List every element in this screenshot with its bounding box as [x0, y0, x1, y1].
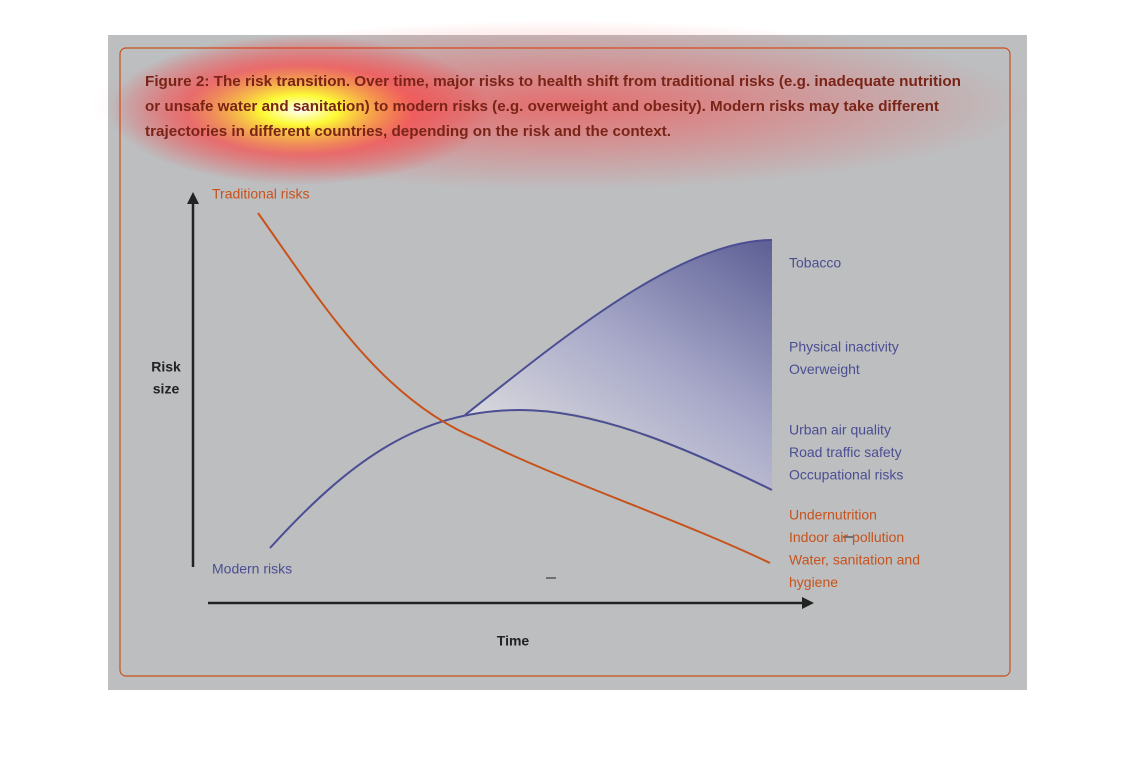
modern-wedge: [465, 240, 772, 490]
modern-risk-label: Physical inactivity: [789, 339, 899, 355]
modern-risk-label: Tobacco: [789, 255, 841, 271]
x-axis-label: Time: [497, 633, 530, 649]
heatmap: [110, 35, 490, 185]
modern-label: Modern risks: [212, 561, 292, 577]
traditional-risk-label: Indoor air pollution: [789, 529, 904, 545]
traditional-risk-label: hygiene: [789, 574, 838, 590]
modern-upper-curve: [464, 239, 773, 416]
modern-risk-label: Road traffic safety: [789, 444, 902, 460]
caption-line: Figure 2: The risk transition. Over time…: [145, 73, 961, 90]
modern-risk-label: Urban air quality: [789, 422, 891, 438]
traditional-label: Traditional risks: [212, 186, 310, 202]
y-axis-label: size: [153, 381, 180, 397]
traditional-risk-label: Water, sanitation and: [789, 552, 920, 568]
traditional-risk-label: Undernutrition: [789, 507, 877, 523]
modern-risk-label: Occupational risks: [789, 467, 903, 483]
x-arrow: [802, 597, 814, 609]
caption-line: trajectories in different countries, dep…: [145, 123, 671, 140]
traditional-curve: [257, 212, 771, 564]
y-axis-label: Risk: [151, 359, 181, 375]
modern-curve: [269, 408, 773, 549]
caption-line: or unsafe water and sanitation) to moder…: [145, 98, 939, 115]
y-arrow: [187, 192, 199, 204]
modern-risk-label: Overweight: [789, 361, 860, 377]
